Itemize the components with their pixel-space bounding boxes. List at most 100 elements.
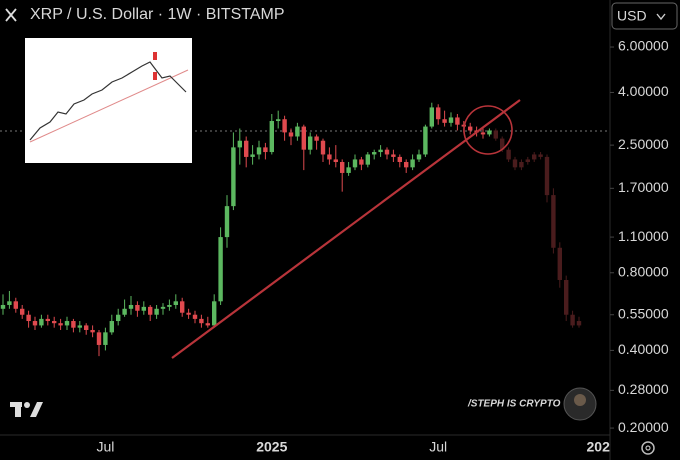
candle-body <box>71 321 76 328</box>
candle-body <box>122 308 127 315</box>
x-tick-label: Jul <box>429 439 447 455</box>
candle-body <box>26 314 31 322</box>
plot-area <box>0 102 582 357</box>
candle-body <box>288 132 294 137</box>
candle-body <box>52 321 57 324</box>
chart-title: XRP / U.S. Dollar · 1W · BITSTAMP <box>30 6 285 23</box>
avatar-face <box>574 394 586 406</box>
y-tick-label: 0.40000 <box>618 341 669 357</box>
candle-body <box>455 117 460 125</box>
candle-body <box>58 323 63 326</box>
inset-price <box>29 61 187 141</box>
inset-trend <box>29 69 189 143</box>
candle-body <box>480 132 486 135</box>
candle-body <box>116 314 121 322</box>
currency-select[interactable] <box>611 2 678 30</box>
candle-body <box>436 107 441 120</box>
candle-body <box>160 306 166 309</box>
watermark: /STEPH IS CRYPTO <box>467 399 561 410</box>
y-tick-label: 4.00000 <box>618 83 669 99</box>
candle-body <box>576 321 582 326</box>
candle-body <box>525 159 530 163</box>
candle-body <box>551 195 556 248</box>
candle-body <box>192 314 198 319</box>
candle-body <box>13 301 18 309</box>
candle-body <box>340 162 345 173</box>
trend-line <box>171 99 521 359</box>
y-tick-label: 0.55000 <box>618 305 669 321</box>
candle-body <box>180 301 185 313</box>
candle-body <box>404 162 409 168</box>
candle-body <box>506 149 511 160</box>
candle-body <box>352 159 358 168</box>
candle-body <box>199 318 204 324</box>
inset-chart <box>25 38 192 163</box>
candle-body <box>391 154 396 157</box>
candle-body <box>224 206 230 238</box>
inset-arrow <box>153 72 157 80</box>
candle-body <box>250 154 255 157</box>
candle-body <box>423 126 428 155</box>
candle-body <box>7 301 12 305</box>
candle-body <box>32 321 38 326</box>
candle-body <box>135 304 140 311</box>
candle-body <box>448 117 454 123</box>
candle-body <box>538 154 543 157</box>
candle-body <box>148 306 153 315</box>
candle-body <box>39 318 44 326</box>
candle-body <box>263 147 268 153</box>
inset-arrow <box>153 52 157 60</box>
candle-body <box>205 323 210 326</box>
y-tick-label: 1.10000 <box>618 228 669 244</box>
candle-body <box>500 138 505 150</box>
currency-label: USD <box>617 8 647 24</box>
candle-body <box>308 136 313 150</box>
logo-part <box>24 402 30 408</box>
close-x <box>5 8 17 22</box>
x-tick-label: 2025 <box>256 439 287 455</box>
candle-body <box>77 325 82 328</box>
settings-icon[interactable] <box>641 441 655 455</box>
candle-body <box>0 304 6 309</box>
y-tick-label: 0.80000 <box>618 263 669 279</box>
candle-body <box>231 147 236 207</box>
candle-body <box>212 301 217 326</box>
x-tick-label: 202 <box>587 439 611 455</box>
candle-body <box>90 329 95 333</box>
candle-body <box>167 304 172 307</box>
candle-body <box>532 154 537 160</box>
y-tick-label: 6.00000 <box>618 38 669 54</box>
candle-body <box>468 126 473 131</box>
candle-body <box>365 154 370 165</box>
x-tick-label: Jul <box>96 439 114 455</box>
settings-icon-core <box>645 445 651 451</box>
candle-body <box>487 130 492 135</box>
inset-bg <box>25 38 192 163</box>
candle-body <box>244 140 249 157</box>
candle-body <box>84 325 89 330</box>
candle-body <box>544 156 550 196</box>
candle-body <box>564 279 569 315</box>
candle-body <box>109 321 114 333</box>
candle-body <box>519 162 524 168</box>
candle-body <box>346 167 351 173</box>
candle-body <box>103 332 108 345</box>
tradingview-logo <box>10 402 43 417</box>
candle-body <box>410 159 415 168</box>
candle-body <box>269 121 274 153</box>
candle-body <box>333 159 338 163</box>
y-tick-label: 0.20000 <box>618 419 669 435</box>
candle-body <box>295 126 300 137</box>
candle-body <box>20 308 25 315</box>
candle-body <box>493 130 498 139</box>
candle-body <box>397 156 402 163</box>
logo-part <box>15 402 21 417</box>
candle-body <box>173 301 178 305</box>
candle-body <box>570 314 575 326</box>
candle-body <box>384 149 390 155</box>
candle-body <box>512 159 518 168</box>
candle-body <box>128 304 134 309</box>
candle-body <box>45 318 50 322</box>
